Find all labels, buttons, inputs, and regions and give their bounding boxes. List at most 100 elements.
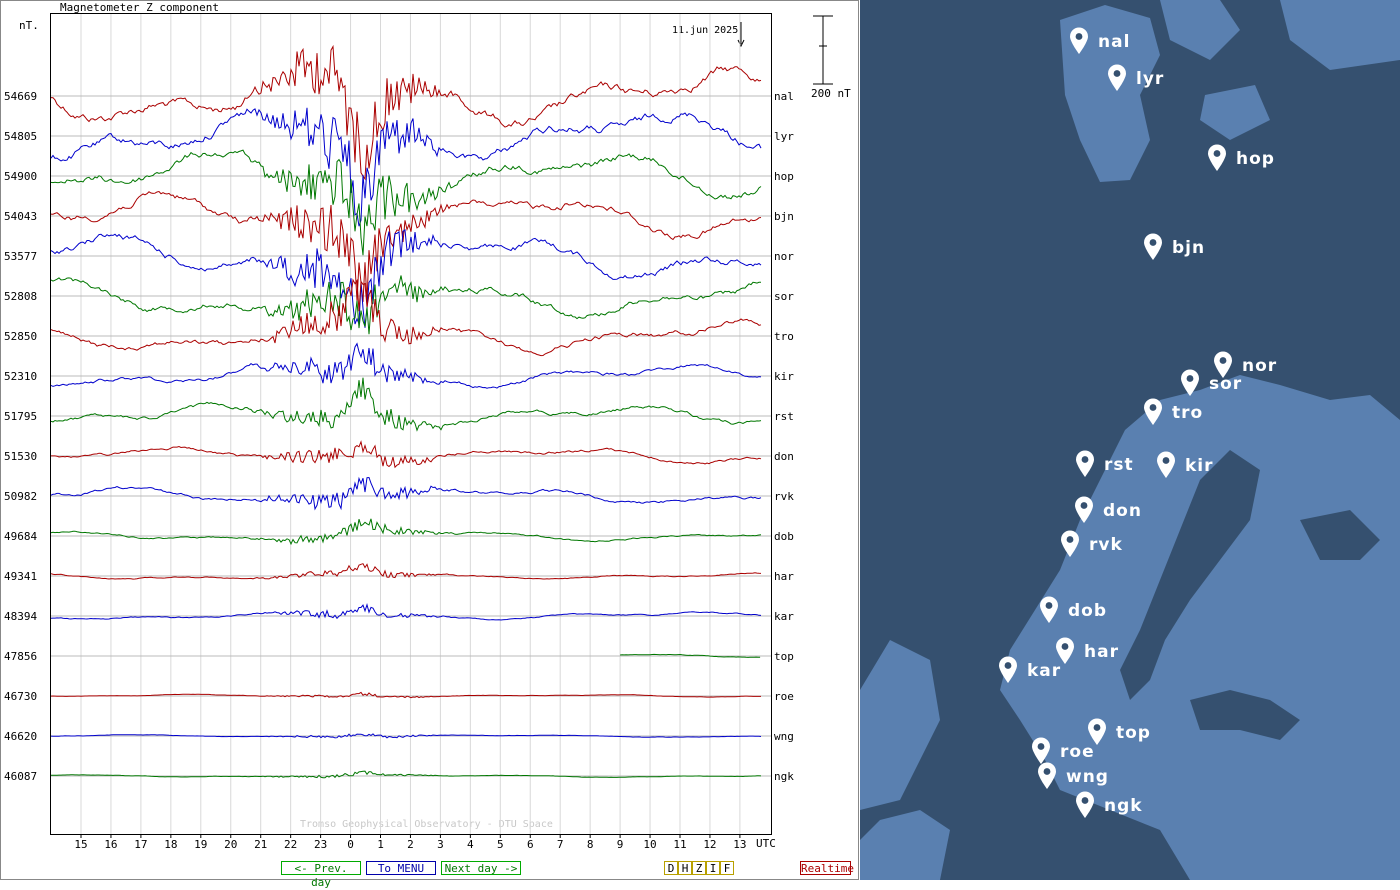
trace-sor <box>50 275 762 335</box>
map-pin-kir-icon[interactable] <box>1156 451 1176 483</box>
map-pin-rvk-icon[interactable] <box>1060 530 1080 562</box>
station-code-label: nor <box>774 250 794 263</box>
station-code-label: dob <box>774 530 794 543</box>
map-pin-top-icon[interactable] <box>1087 718 1107 750</box>
map-station-label-hop[interactable]: hop <box>1236 149 1275 169</box>
x-tick-label: 16 <box>104 838 117 851</box>
trace-bjn <box>50 190 762 302</box>
trace-kir <box>50 342 762 389</box>
x-tick-label: 19 <box>194 838 207 851</box>
baseline-value-label: 46620 <box>4 730 37 743</box>
station-code-label: kar <box>774 610 794 623</box>
trace-nor <box>50 228 762 328</box>
map-station-label-har[interactable]: har <box>1084 642 1119 662</box>
x-tick-label: 6 <box>527 838 534 851</box>
baseline-value-label: 52310 <box>4 370 37 383</box>
baseline-value-label: 46087 <box>4 770 37 783</box>
trace-don <box>51 440 762 469</box>
baseline-value-label: 54669 <box>4 90 37 103</box>
trace-wng <box>50 733 762 739</box>
baseline-value-label: 48394 <box>4 610 37 623</box>
map-station-label-rvk[interactable]: rvk <box>1089 535 1123 555</box>
map-station-label-tro[interactable]: tro <box>1172 403 1204 423</box>
x-tick-label: 3 <box>437 838 444 851</box>
map-station-label-top[interactable]: top <box>1116 723 1151 743</box>
map-station-label-wng[interactable]: wng <box>1066 767 1109 787</box>
map-land-shapes <box>860 0 1400 880</box>
map-pin-har-icon[interactable] <box>1055 637 1075 669</box>
trace-lyr <box>50 107 762 227</box>
station-code-label: sor <box>774 290 794 303</box>
map-pin-rst-icon[interactable] <box>1075 450 1095 482</box>
trace-dob <box>50 518 762 546</box>
baseline-value-label: 54805 <box>4 130 37 143</box>
map-pin-hop-icon[interactable] <box>1207 144 1227 176</box>
map-station-label-lyr[interactable]: lyr <box>1136 69 1165 89</box>
map-station-label-nal[interactable]: nal <box>1098 32 1131 52</box>
map-pin-dob-icon[interactable] <box>1039 596 1059 628</box>
trace-roe <box>50 691 761 699</box>
map-station-label-sor[interactable]: sor <box>1209 374 1243 394</box>
map-pin-nor-icon[interactable] <box>1213 351 1233 383</box>
x-tick-label: 5 <box>497 838 504 851</box>
map-pin-kar-icon[interactable] <box>998 656 1018 688</box>
map-station-label-don[interactable]: don <box>1103 501 1142 521</box>
trace-hop <box>50 149 762 256</box>
baseline-value-label: 49684 <box>4 530 37 543</box>
station-code-label: roe <box>774 690 794 703</box>
baseline-value-label: 47856 <box>4 650 37 663</box>
prev-day-button[interactable]: <- Prev. day <box>281 861 361 889</box>
map-station-label-kar[interactable]: kar <box>1027 661 1062 681</box>
station-code-label: top <box>774 650 794 663</box>
map-pin-roe-icon[interactable] <box>1031 737 1051 769</box>
x-tick-label: 23 <box>314 838 327 851</box>
map-station-label-roe[interactable]: roe <box>1060 742 1095 762</box>
next-day-button[interactable]: Next day -> <box>441 861 521 875</box>
map-station-label-bjn[interactable]: bjn <box>1172 238 1206 258</box>
station-code-label: kir <box>774 370 794 383</box>
trace-nal <box>50 44 762 181</box>
map-pin-wng-icon[interactable] <box>1037 762 1057 794</box>
map-pin-lyr-icon[interactable] <box>1107 64 1127 96</box>
map-pin-don-icon[interactable] <box>1074 496 1094 528</box>
map-pin-bjn-icon[interactable] <box>1143 233 1163 265</box>
component-d-button[interactable]: D <box>664 861 678 875</box>
station-code-label: bjn <box>774 210 794 223</box>
component-f-button[interactable]: F <box>720 861 734 875</box>
baseline-value-label: 54043 <box>4 210 37 223</box>
station-code-label: wng <box>774 730 794 743</box>
baseline-value-label: 51530 <box>4 450 37 463</box>
station-map: nal lyr hop bjn nor sor tro rst kir don rvk dob har k… <box>860 0 1400 880</box>
baseline-value-label: 46730 <box>4 690 37 703</box>
baseline-value-label: 49341 <box>4 570 37 583</box>
component-i-button[interactable]: I <box>706 861 720 875</box>
map-station-label-dob[interactable]: dob <box>1068 601 1108 621</box>
x-tick-label: 18 <box>164 838 177 851</box>
chart-title: Magnetometer Z component <box>60 1 219 14</box>
component-z-button[interactable]: Z <box>692 861 706 875</box>
watermark: Tromso Geophysical Observatory - DTU Spa… <box>300 819 553 830</box>
y-unit-label: nT. <box>19 19 39 32</box>
x-unit-label: UTC <box>756 837 776 850</box>
map-pin-tro-icon[interactable] <box>1143 398 1163 430</box>
realtime-button[interactable]: Realtime <box>800 861 854 875</box>
x-tick-label: 7 <box>557 838 564 851</box>
map-station-label-nor[interactable]: nor <box>1242 356 1278 376</box>
x-tick-label: 17 <box>134 838 147 851</box>
map-pin-ngk-icon[interactable] <box>1075 791 1095 823</box>
trace-kar <box>50 603 762 621</box>
magnetometer-chart: Magnetometer Z component nT. 11.jun 2025… <box>0 0 859 880</box>
station-code-label: nal <box>774 90 794 103</box>
map-pin-sor-icon[interactable] <box>1180 369 1200 401</box>
x-tick-label: 0 <box>347 838 354 851</box>
baseline-value-label: 52850 <box>4 330 37 343</box>
component-h-button[interactable]: H <box>678 861 692 875</box>
scale-bar-label: 200 nT <box>811 87 851 100</box>
menu-button[interactable]: To MENU <box>366 861 436 875</box>
station-code-label: rst <box>774 410 794 423</box>
x-tick-label: 20 <box>224 838 237 851</box>
map-station-label-ngk[interactable]: ngk <box>1104 796 1143 816</box>
map-station-label-kir[interactable]: kir <box>1185 456 1214 476</box>
map-station-label-rst[interactable]: rst <box>1104 455 1134 475</box>
map-pin-nal-icon[interactable] <box>1069 27 1089 59</box>
